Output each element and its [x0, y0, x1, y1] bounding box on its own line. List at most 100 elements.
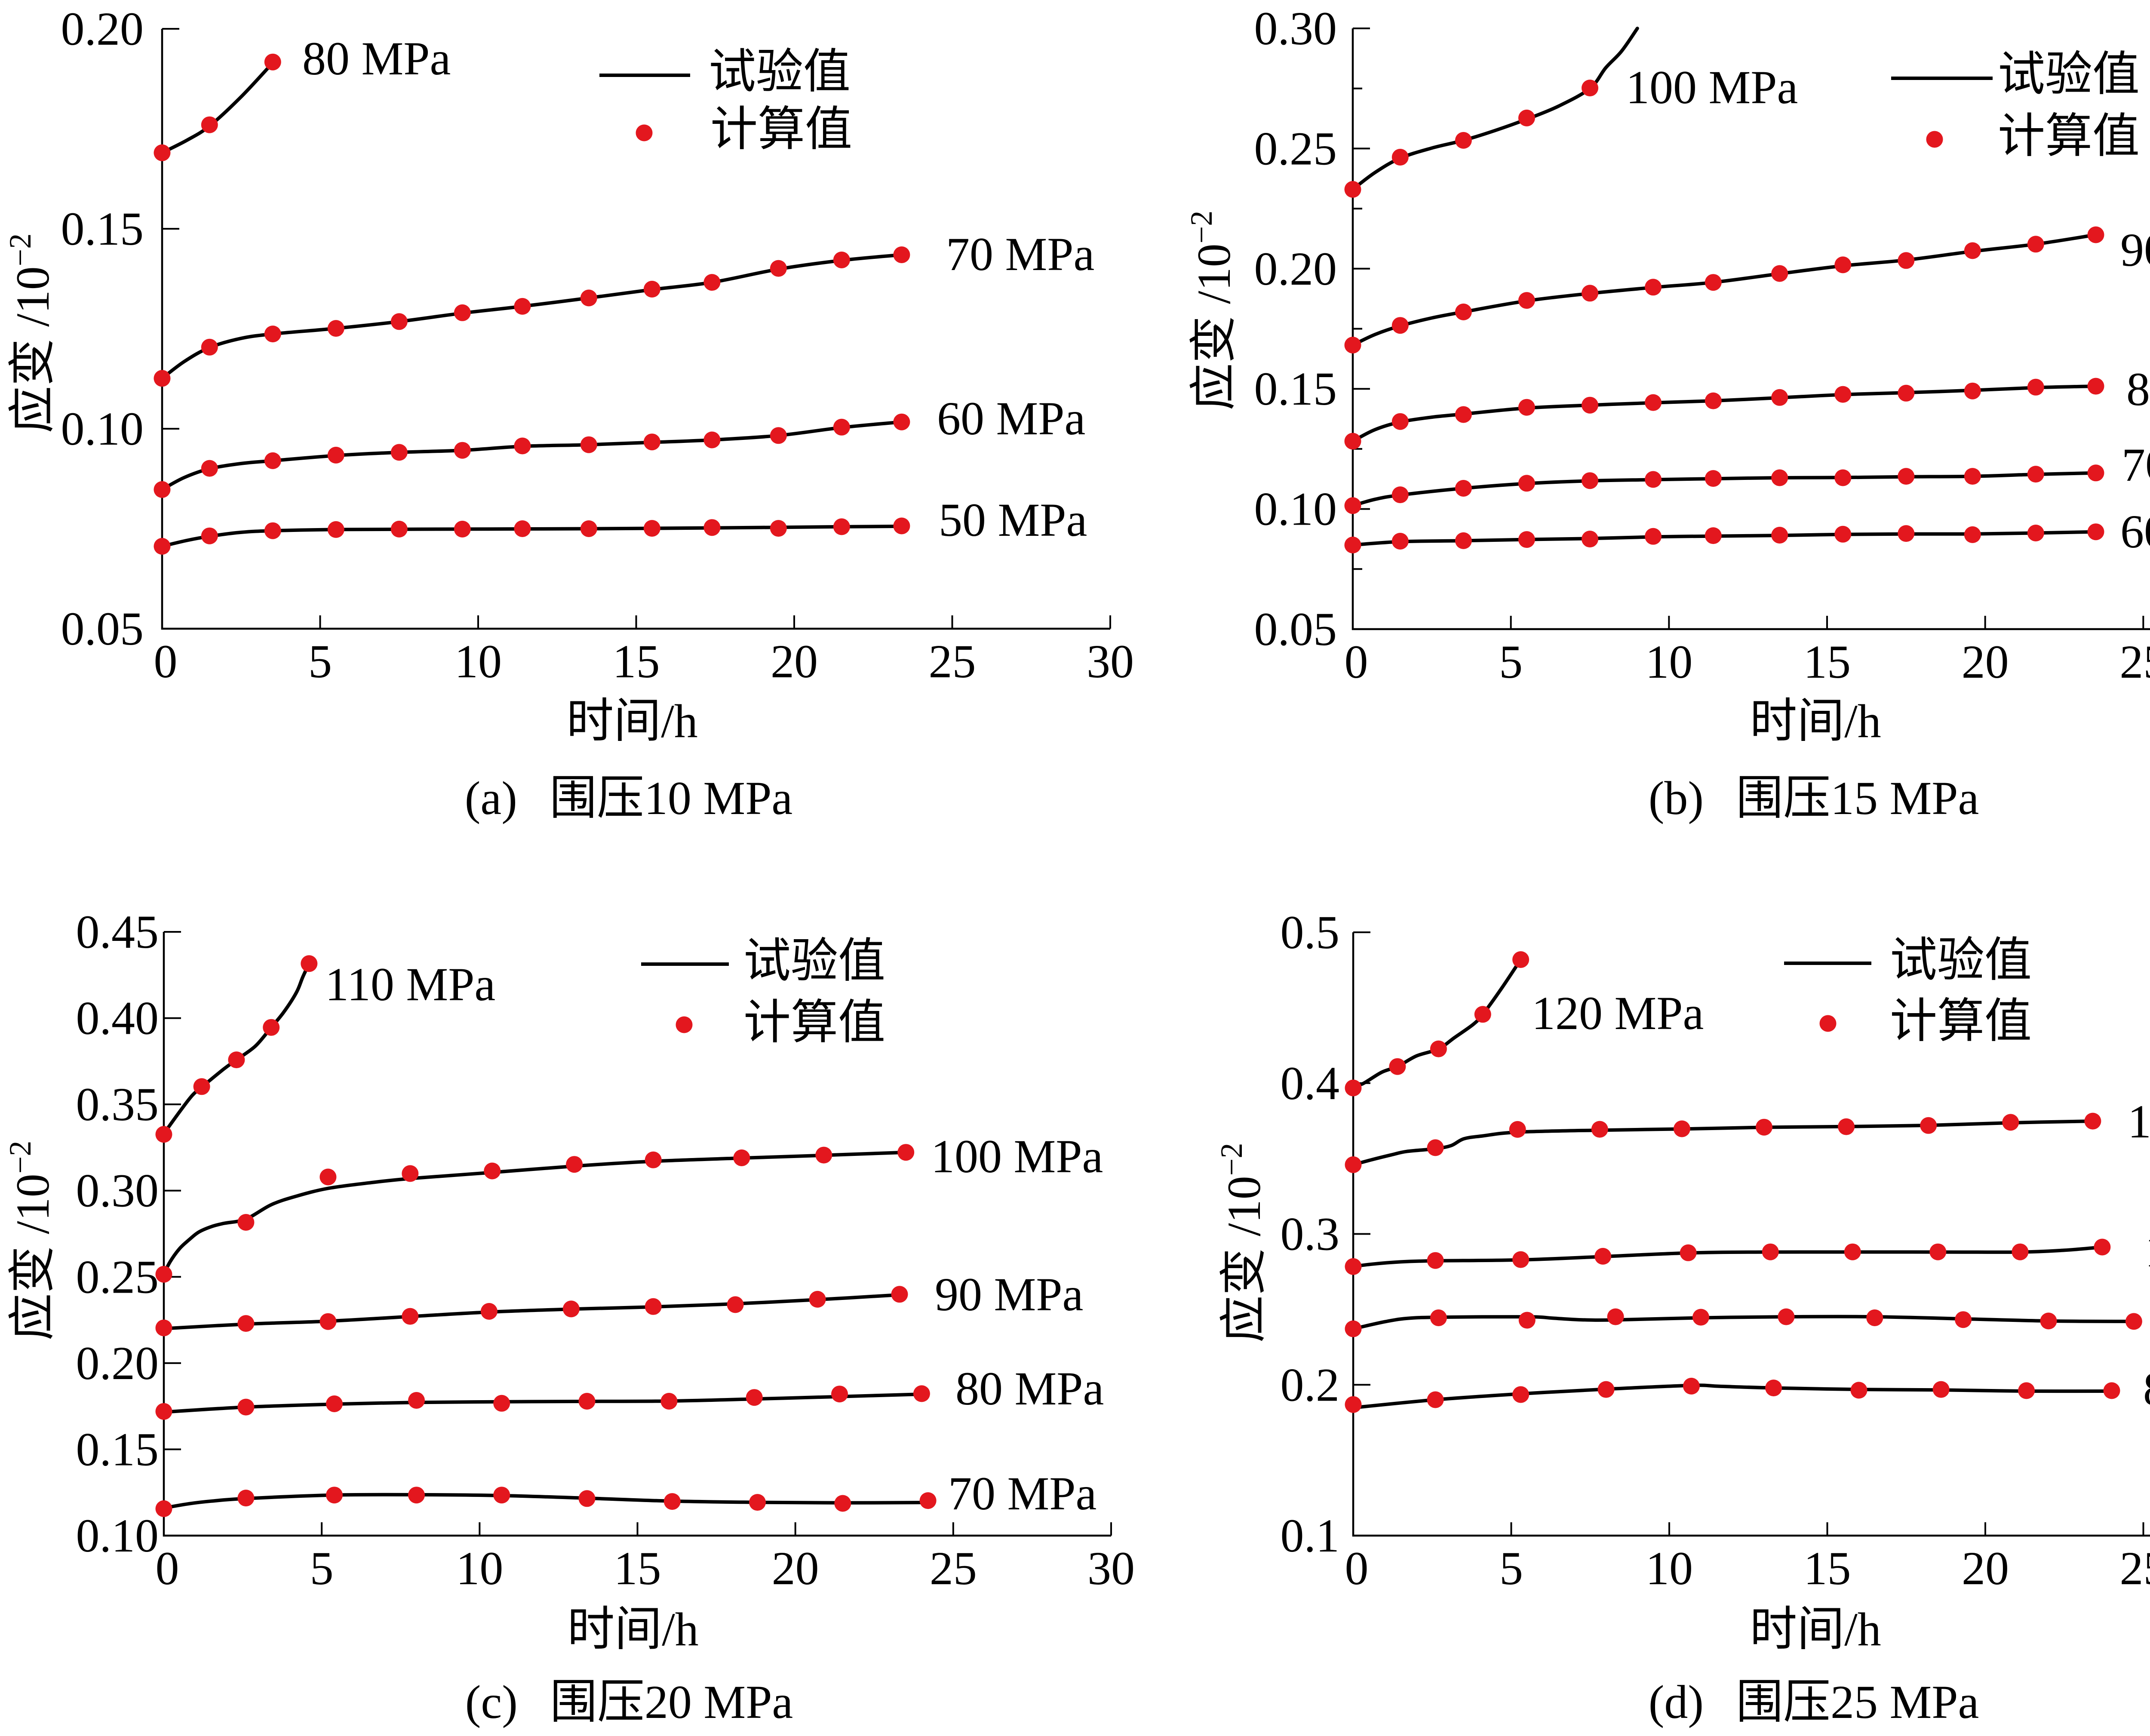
- legend-label-experimental: 试验值: [709, 46, 851, 98]
- plot-area: [155, 955, 937, 1517]
- calculated-point: [1844, 1243, 1861, 1260]
- y-tick-label: 0.15: [76, 1423, 159, 1475]
- calculated-point: [390, 444, 408, 461]
- calculated-point: [2103, 1382, 2120, 1399]
- legend: 试验值 计算值: [641, 935, 885, 1049]
- calculated-point: [1762, 1243, 1779, 1260]
- calculated-point: [480, 1303, 498, 1320]
- calculated-point: [919, 1492, 937, 1509]
- series-label: 100 MPa: [931, 1130, 1103, 1183]
- legend-dot-swatch: [1819, 1015, 1837, 1032]
- panel-a: 0.05 0.10 0.15 0.20 0 5 10 15 20 25 30 应变 /10−2 时间…: [3, 3, 1134, 824]
- calculated-point: [201, 527, 218, 544]
- x-tick-label: 10: [1646, 1542, 1693, 1595]
- series-label: 80 MPa: [302, 32, 451, 85]
- calculated-point: [1455, 480, 1472, 497]
- y-tick-label: 0.3: [1281, 1208, 1340, 1260]
- calculated-point: [1673, 1120, 1690, 1137]
- calculated-point: [1898, 252, 1915, 269]
- calculated-point: [155, 1126, 172, 1143]
- calculated-point: [2027, 378, 2044, 396]
- calculated-point: [643, 280, 660, 298]
- calculated-point: [645, 1151, 662, 1168]
- calculated-point: [2084, 1112, 2101, 1130]
- calculated-point: [1834, 386, 1852, 403]
- calculated-point: [264, 522, 281, 539]
- y-tick-label: 0.10: [61, 403, 144, 455]
- calculated-point: [1455, 303, 1472, 320]
- y-axis-title: 应变 /10−2: [3, 1141, 59, 1341]
- calculated-point: [831, 1386, 848, 1403]
- legend-label-experimental: 试验值: [743, 935, 885, 987]
- panel-title: 围压20 MPa: [550, 1676, 793, 1728]
- calculated-point: [1582, 80, 1598, 97]
- y-tick-label: 0.20: [76, 1337, 159, 1389]
- calculated-point: [2040, 1312, 2057, 1330]
- calculated-point: [493, 1395, 510, 1412]
- calculated-point: [1518, 399, 1535, 416]
- calculated-point: [319, 1168, 337, 1186]
- calculated-point: [566, 1156, 583, 1173]
- x-tick-label: 5: [310, 1542, 334, 1595]
- calculated-point: [1344, 181, 1361, 198]
- calculated-point: [1391, 149, 1409, 166]
- calculated-point: [1645, 279, 1662, 296]
- x-tick-label: 0: [154, 635, 178, 688]
- calculated-point: [1898, 468, 1915, 485]
- calculated-point: [454, 520, 471, 538]
- calculated-point: [770, 427, 787, 444]
- calculated-point: [1427, 1391, 1444, 1408]
- x-tick-label: 20: [1962, 636, 2009, 688]
- calculated-point: [408, 1487, 425, 1504]
- calculated-point: [1344, 433, 1361, 450]
- panel-caption: (d) 围压25 MPa: [1649, 1676, 1979, 1728]
- series-label: 70 MPa: [948, 1467, 1096, 1520]
- calculated-point: [1518, 531, 1535, 548]
- calculated-point: [264, 452, 281, 469]
- calculated-point: [1964, 468, 1981, 485]
- calculated-point: [1866, 1309, 1883, 1326]
- calculated-point: [301, 955, 318, 972]
- calculated-point: [578, 1393, 596, 1410]
- calculated-point: [1765, 1380, 1782, 1397]
- legend-label-experimental: 试验值: [1998, 48, 2140, 101]
- calculated-point: [1391, 413, 1409, 430]
- calculated-point: [1427, 1139, 1444, 1156]
- calculated-point: [1680, 1244, 1697, 1261]
- series-label: 80 MPa: [2143, 1363, 2150, 1415]
- legend-dot-swatch: [1926, 131, 1943, 148]
- calculated-point: [1430, 1040, 1447, 1057]
- y-tick-label: 0.40: [76, 992, 159, 1045]
- calculated-point: [1964, 242, 1981, 259]
- calculated-point: [1597, 1381, 1615, 1398]
- calculated-point: [1932, 1381, 1950, 1398]
- calculated-point: [1834, 256, 1852, 273]
- y-tick-label: 0.4: [1281, 1057, 1340, 1109]
- calculated-point: [228, 1051, 245, 1069]
- y-axis-title-text: 应变 /10: [6, 266, 59, 433]
- calculated-point: [1430, 1309, 1447, 1326]
- calculated-point: [1705, 527, 1722, 544]
- experimental-curve: [1351, 233, 2098, 347]
- calculated-point: [1512, 951, 1530, 968]
- calculated-point: [237, 1214, 255, 1231]
- calculated-point: [1771, 469, 1788, 486]
- axes: 0.10 0.15 0.20 0.25 0.30 0.35 0.40 0.45 0 5 10 15 20…: [76, 906, 1135, 1595]
- y-axis-title-exponent: −2: [1184, 211, 1219, 244]
- calculated-point: [1582, 531, 1598, 547]
- calculated-point: [833, 252, 850, 268]
- calculated-point: [263, 1019, 280, 1036]
- calculated-point: [703, 274, 721, 291]
- series-80-mpa: [1344, 378, 2104, 450]
- panel-caption: (a) 围压10 MPa: [465, 772, 792, 824]
- calculated-point: [402, 1308, 419, 1325]
- y-tick-label: 0.45: [76, 906, 159, 958]
- calculated-point: [1345, 1396, 1362, 1413]
- legend-label-experimental: 试验值: [1890, 934, 2032, 986]
- series-90-mpa: [1344, 226, 2104, 353]
- calculated-point: [1518, 475, 1535, 492]
- y-tick-label: 0.10: [76, 1509, 159, 1562]
- calculated-point: [390, 313, 408, 330]
- calculated-point: [1582, 472, 1598, 489]
